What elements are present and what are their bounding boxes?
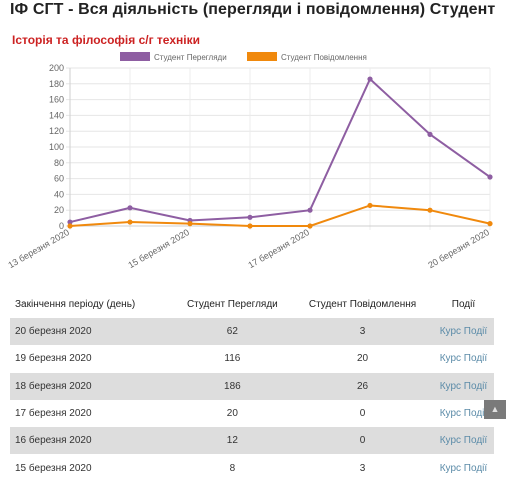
y-tick-label: 140 bbox=[49, 110, 64, 120]
course-subtitle: Історія та філософія с/г техніки bbox=[12, 33, 200, 47]
cell-date: 20 березня 2020 bbox=[15, 326, 92, 338]
data-point bbox=[487, 221, 493, 227]
table-header-row: Закінчення періоду (день) Студент Перегл… bbox=[10, 290, 494, 318]
legend-label: Студент Перегляди bbox=[154, 53, 227, 62]
cell-date: 18 березня 2020 bbox=[15, 380, 92, 392]
column-header-views: Студент Перегляди bbox=[186, 298, 278, 310]
table-row: 20 березня 2020 62 3 Курс Події bbox=[10, 318, 494, 346]
cell-views: 116 bbox=[224, 353, 241, 365]
y-tick-label: 180 bbox=[49, 79, 64, 89]
cell-posts: 26 bbox=[356, 380, 369, 392]
cell-views: 62 bbox=[226, 326, 238, 338]
data-point bbox=[247, 223, 253, 229]
data-point bbox=[487, 174, 493, 180]
data-point bbox=[367, 76, 373, 82]
data-point bbox=[127, 219, 133, 225]
data-point bbox=[187, 221, 193, 227]
cell-views: 8 bbox=[229, 462, 236, 474]
x-tick-label: 13 березня 2020 bbox=[6, 227, 71, 270]
x-tick-label: 20 березня 2020 bbox=[426, 227, 491, 270]
cell-posts: 0 bbox=[359, 408, 366, 420]
data-point bbox=[247, 214, 253, 220]
course-events-link[interactable]: Курс Події bbox=[439, 353, 488, 365]
cell-date: 15 березня 2020 bbox=[15, 462, 92, 474]
y-tick-label: 80 bbox=[54, 158, 64, 168]
series-line-1 bbox=[69, 204, 491, 227]
chevron-up-icon: ▲ bbox=[490, 404, 500, 414]
legend-label: Студент Повідомлення bbox=[281, 53, 367, 62]
cell-posts: 3 bbox=[359, 326, 366, 338]
scroll-to-top-button[interactable]: ▲ bbox=[484, 400, 506, 419]
y-tick-label: 20 bbox=[54, 205, 64, 215]
activity-line-chart: 0 20 40 60 80 100 120 140 160 180 200 13 березня 20… bbox=[6, 52, 493, 270]
cell-posts: 0 bbox=[359, 435, 366, 447]
page-title: ІФ СГТ - Вся діяльність (перегляди і пов… bbox=[10, 1, 496, 18]
data-point bbox=[127, 205, 133, 211]
table-row: 17 березня 2020 20 0 Курс Події bbox=[10, 400, 494, 427]
y-tick-label: 100 bbox=[49, 142, 64, 152]
cell-views: 12 bbox=[226, 435, 238, 447]
x-tick-label: 17 березня 2020 bbox=[246, 227, 311, 270]
course-events-link[interactable]: Курс Події bbox=[439, 408, 488, 420]
course-events-link[interactable]: Курс Події bbox=[439, 380, 488, 392]
legend-swatch bbox=[120, 52, 150, 61]
cell-posts: 3 bbox=[359, 462, 366, 474]
data-point bbox=[427, 131, 433, 137]
data-point bbox=[367, 202, 373, 209]
legend-swatch bbox=[247, 52, 277, 61]
y-tick-label: 40 bbox=[54, 189, 64, 199]
course-events-link[interactable]: Курс Події bbox=[439, 326, 488, 338]
series-line-0 bbox=[69, 77, 491, 224]
column-header-events: Події bbox=[451, 298, 476, 310]
cell-date: 16 березня 2020 bbox=[15, 435, 92, 447]
cell-views: 20 bbox=[226, 408, 238, 420]
course-events-link[interactable]: Курс Події bbox=[439, 435, 488, 447]
y-tick-label: 60 bbox=[54, 174, 64, 184]
cell-views: 186 bbox=[224, 380, 241, 392]
column-header-period-end: Закінчення періоду (день) bbox=[15, 298, 136, 310]
table-row: 19 березня 2020 116 20 Курс Події bbox=[10, 345, 494, 372]
cell-posts: 20 bbox=[356, 353, 369, 365]
y-tick-label: 160 bbox=[49, 95, 64, 105]
data-point bbox=[307, 207, 313, 213]
activity-table: Закінчення періоду (день) Студент Перегл… bbox=[10, 290, 494, 482]
table-row: 18 березня 2020 186 26 Курс Події bbox=[10, 372, 494, 400]
data-point bbox=[427, 207, 433, 213]
y-tick-label: 120 bbox=[49, 126, 64, 136]
table-row: 16 березня 2020 12 0 Курс Події bbox=[10, 427, 494, 455]
table-row: 15 березня 2020 8 3 Курс Події bbox=[10, 454, 494, 481]
column-header-posts: Студент Повідомлення bbox=[308, 298, 417, 310]
y-tick-label: 0 bbox=[59, 221, 64, 231]
data-point bbox=[67, 219, 73, 225]
cell-date: 19 березня 2020 bbox=[15, 353, 92, 365]
course-events-link[interactable]: Курс Події bbox=[439, 462, 488, 474]
y-tick-label: 200 bbox=[49, 63, 64, 73]
data-point bbox=[307, 223, 313, 229]
data-point bbox=[67, 223, 73, 229]
cell-date: 17 березня 2020 bbox=[15, 408, 92, 420]
x-tick-label: 15 березня 2020 bbox=[126, 227, 191, 270]
